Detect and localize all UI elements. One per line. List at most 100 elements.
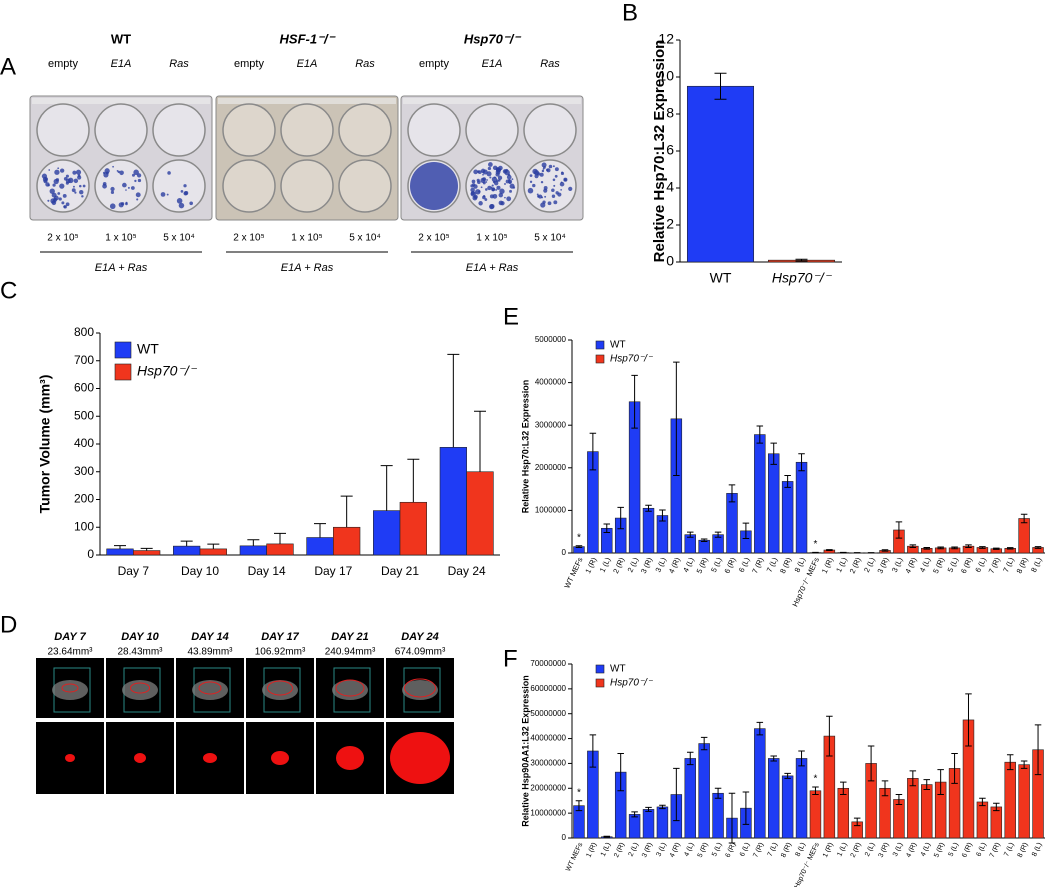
colony [551, 188, 555, 192]
well [280, 103, 334, 157]
colony [500, 201, 505, 206]
error-bar [140, 547, 153, 551]
y-tick-label: 600 [74, 381, 94, 395]
colony [112, 165, 114, 168]
tumor-blob [65, 754, 75, 762]
colony [137, 178, 142, 183]
colony [472, 195, 478, 201]
colony [542, 168, 545, 170]
y-axis-label: Tumor Volume (mm³) [37, 375, 53, 514]
ultrasound-tissue [262, 680, 298, 700]
legend-swatch [114, 341, 132, 359]
colony [498, 192, 504, 198]
colony [476, 178, 480, 182]
error-bar [937, 546, 944, 550]
bar [684, 758, 696, 839]
well [407, 103, 461, 157]
error-bar [114, 545, 126, 549]
x-tick-label: 1 (L) [600, 842, 612, 858]
bar [837, 787, 850, 839]
error-bar [742, 522, 750, 540]
x-tick-label: 2 (R) [613, 842, 626, 859]
error-bar [380, 465, 393, 511]
x-tick-label: 1 (R) [822, 842, 835, 859]
y-tick-label: 2 [666, 216, 674, 232]
colony [489, 176, 492, 179]
error-bar [770, 755, 777, 762]
colony [482, 169, 488, 175]
error-bar [700, 736, 708, 751]
tumor-blob [390, 732, 450, 784]
colony [57, 167, 60, 170]
colony [485, 188, 488, 191]
error-bar [314, 523, 326, 538]
error-bar [1020, 760, 1028, 769]
bar [809, 790, 822, 839]
y-tick-label: 12 [658, 31, 674, 47]
colony [482, 195, 486, 198]
colony [75, 169, 82, 175]
colony [82, 184, 86, 188]
colony [561, 171, 564, 174]
column-label: E1A [111, 58, 132, 70]
bar [333, 526, 361, 556]
day-label: DAY 7 [54, 631, 86, 643]
error-bar [756, 425, 764, 444]
plate-title: Hsp70⁻/⁻ [464, 31, 522, 46]
bar [266, 543, 294, 556]
seeding-label: 1 x 10⁵ [105, 233, 136, 244]
colony [536, 172, 541, 176]
error-bar [965, 544, 972, 548]
error-bar [714, 531, 722, 538]
y-axis-label: Relative Hsp70:L32 Expression [651, 40, 668, 263]
legend-label: WT [610, 664, 626, 675]
error-bar [756, 721, 764, 736]
colony [543, 186, 548, 190]
error-bar [840, 781, 847, 795]
bar [990, 806, 1003, 839]
bar [781, 775, 794, 839]
seeding-label: 2 x 10⁵ [47, 233, 78, 244]
x-tick-label: 6 (R) [722, 555, 737, 574]
x-tick-label: 3 (R) [875, 555, 890, 574]
error-bar [728, 792, 736, 844]
well [222, 103, 276, 157]
colony [547, 201, 552, 206]
colony [482, 177, 487, 182]
legend-swatch [595, 664, 605, 674]
x-tick-label: 5 (R) [931, 555, 946, 574]
seeding-label: 1 x 10⁵ [476, 233, 507, 244]
y-tick-label: 300 [74, 464, 94, 478]
colony [506, 196, 512, 202]
error-bar [659, 509, 666, 522]
colony [134, 179, 137, 183]
colony [532, 168, 538, 175]
tumor-outline [404, 678, 436, 698]
colony [506, 174, 512, 180]
error-bar [770, 442, 777, 465]
colony [563, 177, 568, 182]
bar [921, 784, 933, 839]
bar [767, 453, 780, 554]
colony [491, 184, 494, 187]
bar [698, 539, 710, 554]
bar [106, 548, 134, 556]
colony [189, 201, 193, 206]
colony [131, 173, 135, 177]
colony [496, 167, 502, 173]
colony-stain [410, 162, 458, 210]
legend-label: Hsp70⁻/⁻ [610, 678, 653, 689]
error-bar [993, 802, 1000, 812]
y-axis-label: Relative Hsp70:L32 Expression [520, 380, 530, 514]
column-label: Ras [540, 58, 560, 70]
colony [176, 198, 183, 204]
annotation: * [577, 787, 581, 798]
day-label: DAY 21 [331, 631, 369, 643]
colony [473, 169, 478, 175]
ultrasound-tissue [122, 680, 158, 700]
colony [553, 200, 558, 205]
colony [81, 195, 84, 198]
x-tick-label: Day 10 [181, 564, 219, 578]
error-bar [589, 432, 597, 471]
bar [199, 548, 227, 556]
